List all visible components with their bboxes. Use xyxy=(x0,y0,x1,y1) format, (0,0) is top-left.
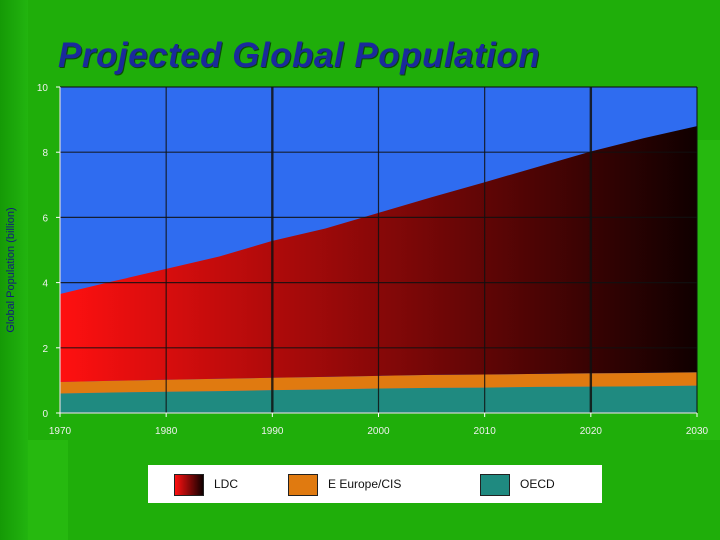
x-tick-label: 2030 xyxy=(686,426,709,437)
x-tick-label: 1970 xyxy=(49,426,72,437)
chart-title: Projected Global Population xyxy=(58,36,541,75)
y-tick-label: 6 xyxy=(42,213,48,224)
legend-label-ldc: LDC xyxy=(214,477,239,491)
y-axis-label: Global Population (billion) xyxy=(5,207,17,332)
background-strip xyxy=(0,0,28,540)
background-step xyxy=(28,440,68,540)
legend-swatch-e-europe-cis xyxy=(288,474,318,496)
x-tick-label: 1980 xyxy=(155,426,178,437)
y-tick-label: 0 xyxy=(42,409,48,420)
legend: LDC E Europe/CIS OECD xyxy=(148,465,602,503)
x-tick-label: 2010 xyxy=(474,426,497,437)
legend-label-oecd: OECD xyxy=(520,477,555,491)
legend-swatch-oecd xyxy=(480,474,510,496)
y-tick-label: 2 xyxy=(42,344,48,355)
legend-label-e-europe-cis: E Europe/CIS xyxy=(328,477,402,491)
legend-swatch-ldc xyxy=(174,474,204,496)
x-tick-label: 1990 xyxy=(261,426,284,437)
y-tick-label: 4 xyxy=(42,279,48,290)
y-tick-label: 10 xyxy=(37,83,49,94)
x-tick-label: 2020 xyxy=(580,426,603,437)
y-tick-label: 8 xyxy=(42,148,48,159)
x-tick-label: 2000 xyxy=(367,426,390,437)
